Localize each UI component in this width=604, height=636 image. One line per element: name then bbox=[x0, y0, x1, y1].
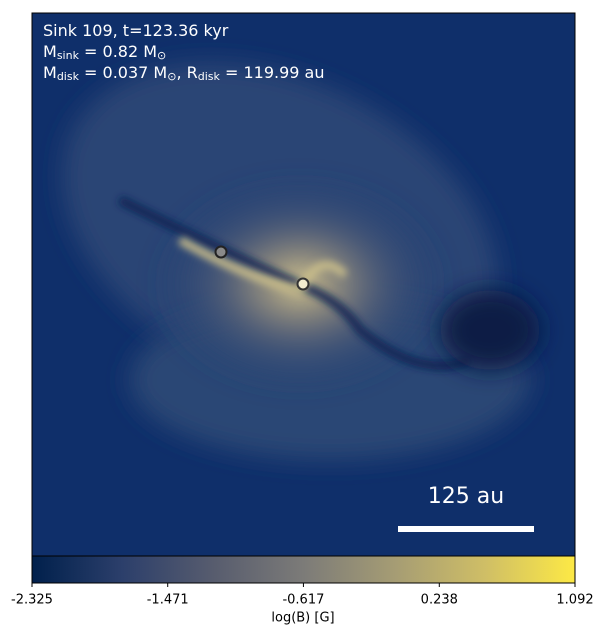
annotation-run: , R bbox=[176, 63, 197, 82]
colorbar-label: log(B) [G] bbox=[271, 611, 334, 626]
annotation-run: disk bbox=[57, 70, 80, 83]
annotation-run: ⊙ bbox=[167, 70, 176, 83]
annotation-run: = 0.82 M bbox=[79, 42, 157, 61]
colorbar-tick-label: 0.238 bbox=[421, 593, 458, 608]
annotation: Msink = 0.82 M⊙ bbox=[43, 42, 166, 63]
colorbar-tick-label: 1.092 bbox=[556, 593, 593, 608]
annotation-run: disk bbox=[198, 70, 221, 83]
colorbar-tick-label: -1.471 bbox=[147, 593, 189, 608]
annotation-run: M bbox=[43, 42, 57, 61]
annotation-run: ⊙ bbox=[157, 49, 166, 62]
field-image bbox=[32, 13, 575, 556]
sink-particle bbox=[296, 277, 310, 291]
sink-particle bbox=[214, 245, 228, 259]
annotation-run: = 119.99 au bbox=[220, 63, 325, 82]
colorbar-tick-label: -2.325 bbox=[11, 593, 53, 608]
annotation-run: Sink 109, t=123.36 kyr bbox=[43, 21, 229, 40]
colorbar-tick-label: -0.617 bbox=[282, 593, 324, 608]
annotation: Sink 109, t=123.36 kyr bbox=[43, 21, 229, 40]
annotation: Mdisk = 0.037 M⊙, Rdisk = 119.99 au bbox=[43, 63, 324, 84]
annotation-run: M bbox=[43, 63, 57, 82]
annotation-run: = 0.037 M bbox=[79, 63, 167, 82]
annotation-run: sink bbox=[57, 49, 80, 62]
scale-bar-label: 125 au bbox=[428, 484, 504, 509]
colorbar bbox=[31, 555, 576, 584]
